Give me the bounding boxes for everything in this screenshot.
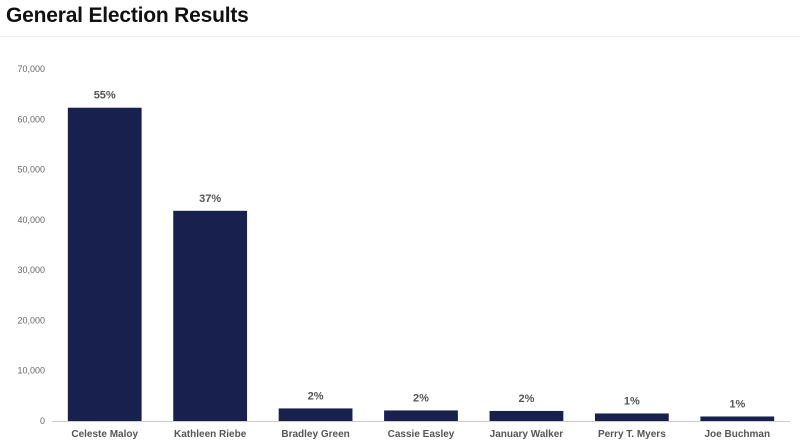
data-label: 1%: [729, 398, 745, 410]
y-tick-label: 50,000: [17, 165, 45, 175]
title-divider: [0, 36, 800, 37]
y-tick-label: 0: [40, 416, 45, 426]
x-tick-label: January Walker: [490, 429, 564, 440]
data-labels: 55% 37% 2% 2% 2% 1% 1%: [94, 90, 746, 411]
bar: [278, 408, 353, 421]
bar: [700, 416, 775, 421]
bar: [67, 107, 142, 421]
y-axis-ticks: 0 10,000 20,000 30,000 40,000 50,000 60,000 70,…: [17, 64, 45, 426]
data-label: 37%: [199, 193, 221, 205]
data-label: 2%: [413, 392, 429, 404]
bars: [67, 107, 775, 421]
x-axis-labels: Celeste Maloy Kathleen Riebe Bradley Green…: [71, 429, 770, 440]
bar: [489, 410, 564, 421]
chart-title: General Election Results: [6, 4, 249, 27]
x-tick-label: Perry T. Myers: [598, 429, 666, 440]
x-tick-label: Cassie Easley: [388, 429, 455, 440]
data-label: 55%: [94, 90, 116, 102]
y-tick-label: 30,000: [17, 265, 45, 275]
x-tick-label: Joe Buchman: [704, 429, 770, 440]
y-tick-label: 60,000: [17, 114, 45, 124]
bar: [384, 410, 458, 421]
data-label: 1%: [624, 395, 640, 407]
y-tick-label: 10,000: [17, 366, 45, 376]
x-tick-label: Bradley Green: [281, 429, 349, 440]
y-tick-label: 70,000: [17, 64, 45, 74]
bar: [594, 413, 669, 421]
x-tick-label: Celeste Maloy: [71, 429, 138, 440]
data-label: 2%: [308, 390, 324, 402]
data-label: 2%: [518, 393, 534, 405]
y-tick-label: 20,000: [17, 315, 45, 325]
bar: [173, 210, 248, 421]
y-tick-label: 40,000: [17, 215, 45, 225]
x-tick-label: Kathleen Riebe: [174, 429, 247, 440]
